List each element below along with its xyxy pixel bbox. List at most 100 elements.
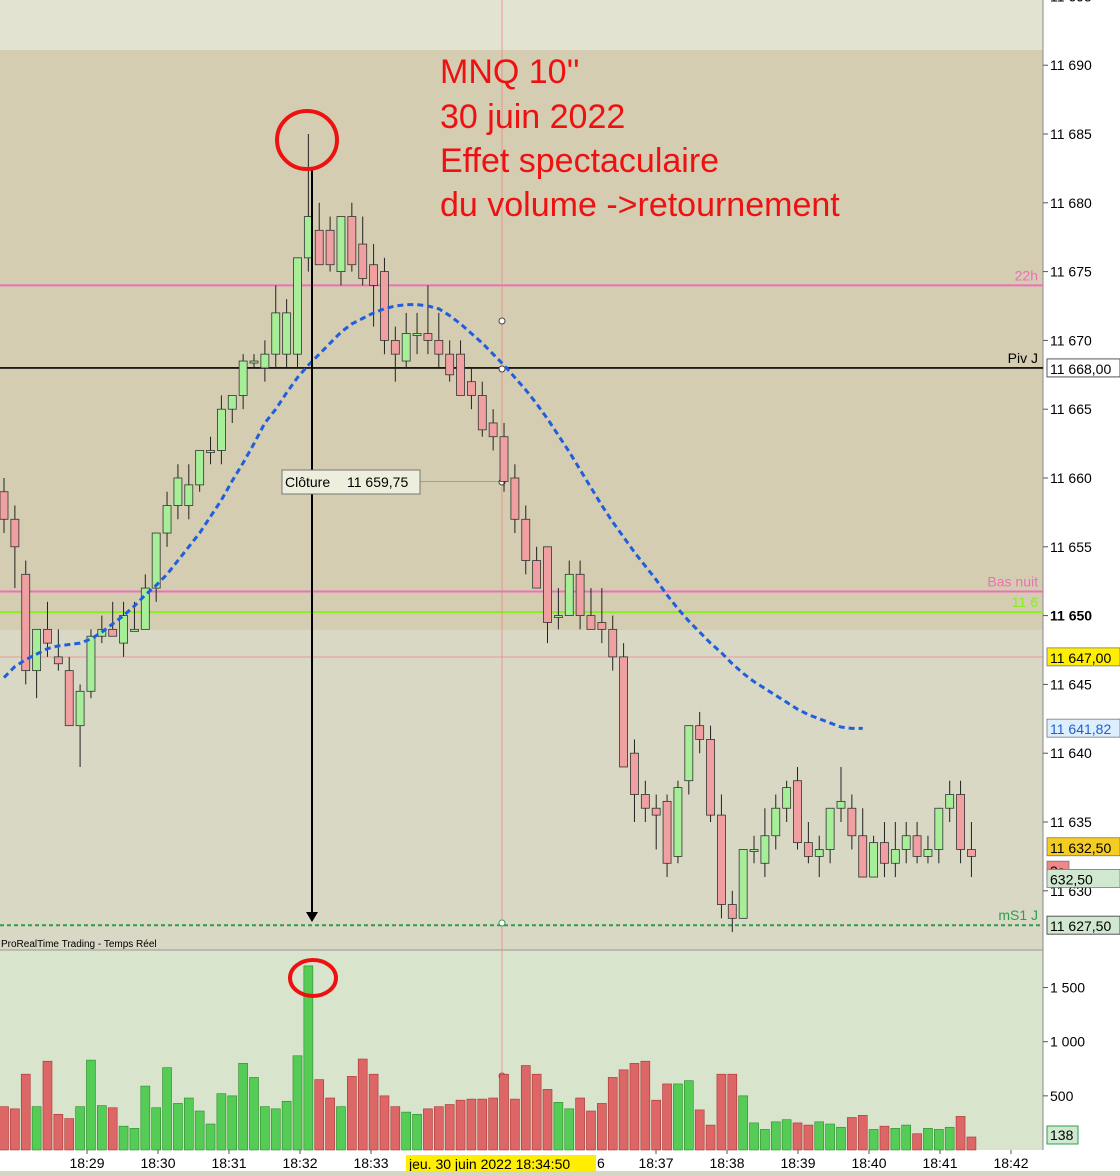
volume-bar	[510, 1098, 520, 1151]
annotation-line-4: du volume ->retournement	[440, 186, 840, 224]
level-label-3: 11 6	[1012, 594, 1038, 610]
volume-bar	[238, 1063, 248, 1151]
price-tick-label: 11 660	[1050, 470, 1092, 486]
level-lines: 22h Piv J 11 668,00 Bas nuit 11 6 mS1 J 11 627…	[0, 267, 1120, 935]
crosshair-marker-3	[498, 919, 506, 927]
time-tick-partial: 6	[597, 1155, 605, 1171]
badge-ma-label: 11 641,82	[1050, 721, 1111, 737]
time-tick-label: 18:39	[780, 1155, 815, 1171]
volume-bar	[336, 1106, 346, 1151]
volume-bar	[520, 1065, 531, 1151]
volume-bar	[542, 1089, 553, 1151]
candle-body	[651, 807, 661, 816]
volume-bar	[934, 1129, 944, 1151]
candle-body	[184, 484, 194, 506]
volume-bar	[879, 1125, 890, 1151]
price-tick-label: 11 690	[1050, 57, 1092, 73]
volume-bar	[857, 1115, 868, 1151]
candle-body	[380, 271, 389, 341]
candle-body	[488, 422, 498, 438]
candle-body	[847, 807, 857, 837]
volume-bar	[64, 1118, 75, 1151]
platform-label: ProRealTime Trading - Temps Réel	[1, 939, 157, 950]
candle-body	[553, 615, 563, 618]
volume-bar	[42, 1060, 53, 1151]
candle-body	[880, 842, 889, 864]
volume-bar	[640, 1060, 651, 1151]
volume-bar	[944, 1126, 955, 1151]
candle-body	[445, 353, 455, 376]
level-label-0: 22h	[1015, 267, 1038, 283]
level-label-1: Piv J	[1008, 350, 1038, 366]
volume-bar	[151, 1107, 161, 1151]
crosshair-marker-1	[498, 365, 506, 373]
last-volume-label: 138	[1050, 1127, 1074, 1143]
volume-spike-highlight-circle	[288, 958, 338, 998]
volume-bar	[314, 1079, 325, 1151]
volume-bar	[727, 1073, 738, 1151]
candle-body	[358, 243, 368, 279]
candle-body	[119, 615, 128, 644]
volume-bar	[379, 1095, 390, 1151]
price-tick-label: 11 695	[1050, 0, 1092, 4]
moving-average	[2, 303, 863, 730]
time-tick-label: 18:30	[140, 1155, 175, 1171]
candle-body	[619, 656, 628, 768]
badge-ma-box	[1046, 718, 1120, 738]
candle-body	[347, 216, 357, 266]
crosshair-marker-0	[498, 317, 506, 325]
candle-body	[630, 752, 639, 795]
candle-body	[760, 835, 770, 864]
volume-bar	[401, 1111, 411, 1151]
candle-body	[782, 787, 792, 809]
volume-bar	[684, 1080, 694, 1151]
candle-body	[467, 381, 476, 396]
volume-bar	[912, 1133, 922, 1151]
badge-last-label: 11 632,50	[1050, 840, 1111, 856]
volume-bar	[129, 1128, 140, 1151]
volume-bar	[466, 1098, 477, 1151]
candle-body	[564, 573, 574, 617]
volume-bar	[444, 1104, 455, 1151]
candle-body	[945, 794, 955, 809]
volume-bar	[966, 1136, 977, 1151]
volume-bar	[847, 1117, 857, 1151]
volume-bar	[738, 1095, 748, 1151]
candle-body	[934, 807, 944, 850]
time-tick-label: 18:31	[211, 1155, 246, 1171]
crosshair-time-box	[406, 1155, 596, 1171]
volume-bar	[629, 1063, 640, 1151]
price-tick-label: 11 655	[1050, 539, 1092, 555]
candle-body	[586, 615, 596, 630]
volume-bar	[814, 1121, 825, 1151]
candle-body	[717, 814, 726, 905]
badge-close-box	[1046, 869, 1120, 888]
volume-bar	[10, 1108, 20, 1151]
candle-body	[86, 635, 96, 692]
candle-body	[21, 573, 31, 672]
volume-bar	[781, 1119, 792, 1151]
candle-body	[771, 807, 781, 837]
candle-body	[597, 622, 607, 630]
volume-bar	[716, 1073, 727, 1151]
candle-body	[140, 587, 150, 630]
candle-body	[227, 395, 237, 410]
badge-last-box	[1046, 837, 1120, 857]
time-axis-ticks: 18:29 18:30 18:31 18:32 18:33 18:37 18:38 18:39…	[69, 1150, 1029, 1171]
candle-body	[162, 505, 172, 534]
volume-tick-label: 1 000	[1050, 1034, 1085, 1050]
volume-bar	[955, 1116, 966, 1151]
badge-current-high-box	[1046, 647, 1120, 667]
price-tick-label: 11 635	[1050, 814, 1092, 830]
volume-bar	[868, 1129, 879, 1151]
candle-body	[749, 849, 759, 852]
time-tick-label: 18:32	[282, 1155, 317, 1171]
volume-bar	[499, 1073, 509, 1151]
volume-bar	[564, 1108, 575, 1151]
candle-body	[206, 450, 215, 453]
volume-bar	[75, 1106, 85, 1151]
candle-body	[532, 560, 542, 589]
volume-bars	[0, 965, 977, 1151]
